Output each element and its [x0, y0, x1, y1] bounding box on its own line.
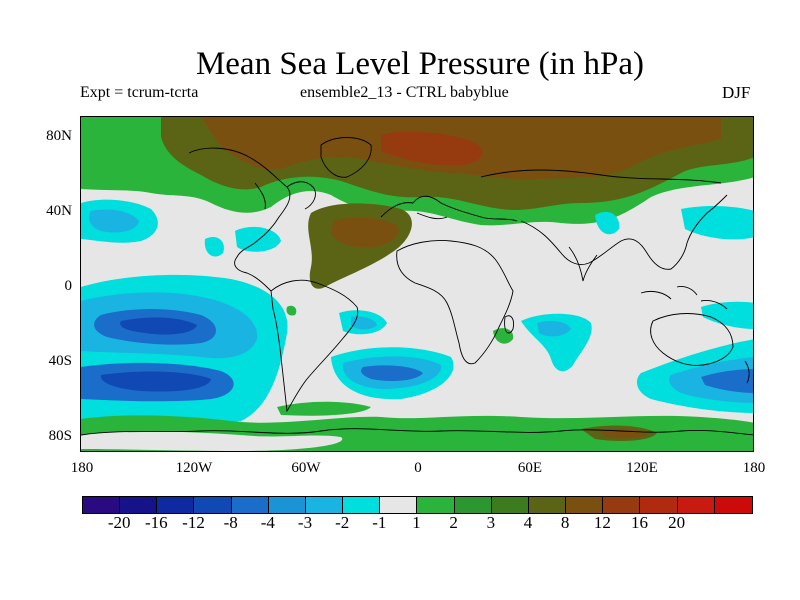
colorbar-swatch: [231, 497, 269, 513]
colorbar-label: -4: [260, 513, 275, 532]
colorbar-swatch: [305, 497, 344, 513]
colorbar-swatch: [640, 497, 678, 513]
colorbar-swatch: [714, 497, 752, 513]
colorbar-label: -2: [335, 513, 350, 532]
contour-sp-low2-c: [100, 371, 211, 392]
contour-nh-core: [381, 131, 483, 166]
lat-label-80n: 80N: [46, 128, 72, 144]
colorbar-swatch: [343, 497, 381, 513]
colorbar-swatch: [194, 497, 232, 513]
lon-label-180w: 180: [70, 460, 94, 476]
contour-atlantic-core: [331, 217, 399, 248]
colorbar-label: 4: [523, 513, 533, 532]
lon-label-60e: 60E: [517, 460, 543, 476]
colorbar-label: -20: [107, 513, 131, 532]
lat-label-40s: 40S: [48, 353, 72, 369]
contour-satl-low-2: [351, 316, 377, 330]
colorbar-label: -3: [297, 513, 313, 532]
contour-so-high: [277, 401, 371, 416]
season-label: DJF: [722, 83, 751, 102]
coast-africa: [396, 240, 514, 365]
lat-label-80s: 80S: [48, 428, 72, 444]
colorbar-swatch: [454, 497, 492, 513]
colorbar-swatch: [491, 497, 529, 513]
coast-antarctica: [81, 428, 753, 436]
colorbar-label: 16: [631, 513, 648, 532]
ensemble-label: ensemble2_13 - CTRL babyblue: [300, 84, 509, 101]
colorbar-label: 3: [486, 513, 496, 532]
contour-swp-low-3: [701, 369, 753, 393]
colorbar: [82, 496, 753, 514]
contour-io-low-2: [537, 321, 571, 337]
colorbar-label: -8: [223, 513, 238, 532]
map-panel: [80, 116, 754, 452]
colorbar-label: -1: [372, 513, 387, 532]
contour-tp-low: [701, 301, 753, 329]
colorbar-swatch: [566, 497, 604, 513]
colorbar-swatch: [528, 497, 567, 513]
lon-label-120e: 120E: [626, 460, 658, 476]
colorbar-swatch: [157, 497, 195, 513]
colorbar-swatch: [417, 497, 455, 513]
lon-label-60w: 60W: [291, 460, 321, 476]
lon-label-180e: 180: [742, 460, 766, 476]
chart-title: Mean Sea Level Pressure (in hPa): [195, 46, 645, 82]
coast-maritime: [640, 286, 728, 310]
colorbar-label: -12: [182, 513, 205, 532]
coast-india: [568, 246, 598, 282]
colorbar-swatch: [268, 497, 306, 513]
lon-label-0: 0: [414, 460, 422, 476]
contour-sa-low-3: [361, 365, 423, 381]
experiment-label: Expt = tcrum-tcrta: [80, 84, 199, 101]
contour-ca-low: [204, 236, 224, 257]
colorbar-swatch: [677, 497, 715, 513]
colorbar-label: 1: [412, 513, 421, 532]
contour-antarctic-gray: [81, 431, 343, 451]
coast-australia: [650, 313, 734, 366]
colorbar-label: 8: [560, 513, 570, 532]
coastlines: [81, 137, 753, 436]
lat-label-40n: 40N: [46, 203, 72, 219]
contour-asia-low: [595, 211, 620, 235]
coast-asia: [480, 169, 728, 270]
contour-caribbean-low: [235, 226, 281, 252]
contour-wpac-low: [681, 205, 753, 240]
colorbar-label: 20: [668, 513, 686, 532]
contour-sam-high: [286, 305, 297, 316]
colorbar-label: 2: [449, 513, 458, 532]
contour-np-low-core: [89, 209, 139, 233]
pressure-contour-map: [81, 117, 753, 451]
coast-north-america: [188, 147, 316, 292]
colorbar-label: 12: [593, 513, 611, 532]
coast-europe: [380, 195, 518, 222]
colorbar-label: -16: [144, 513, 168, 532]
coast-greenland: [320, 137, 372, 178]
colorbar-swatch: [380, 497, 418, 513]
colorbar-swatch: [83, 497, 121, 513]
lat-label-equator: 0: [64, 278, 73, 294]
contour-sp-low-4: [120, 317, 197, 335]
coast-new-zealand: [744, 360, 750, 384]
lon-label-120w: 120W: [175, 460, 213, 476]
colorbar-swatch: [603, 497, 641, 513]
coast-south-america: [270, 279, 359, 413]
contour-sa-high: [493, 328, 514, 344]
colorbar-swatch: [120, 497, 158, 513]
coast-madagascar: [504, 315, 514, 334]
